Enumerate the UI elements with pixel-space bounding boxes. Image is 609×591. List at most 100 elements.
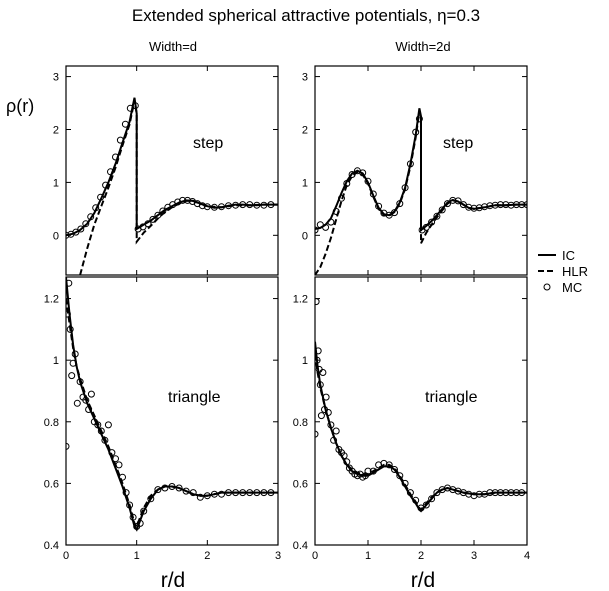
data-point-mc bbox=[154, 211, 162, 219]
data-point-mc bbox=[68, 372, 76, 380]
x-tick-label: 4 bbox=[524, 550, 530, 562]
data-point-mc bbox=[364, 467, 372, 475]
data-point-mc bbox=[97, 427, 105, 435]
data-point-mc bbox=[406, 160, 414, 168]
data-point-mc bbox=[406, 489, 414, 497]
panel-label-step-right: step bbox=[443, 135, 473, 152]
data-point-mc bbox=[112, 153, 119, 161]
data-point-mc bbox=[184, 196, 191, 204]
data-point-mc bbox=[369, 190, 377, 198]
panel-frame bbox=[65, 276, 279, 546]
data-point-mc bbox=[322, 223, 330, 231]
data-point-mc bbox=[232, 489, 240, 497]
panel-label: triangle bbox=[168, 389, 221, 406]
data-point-mc bbox=[438, 206, 446, 214]
panel-triangle-width-2d: 0.4 0.6 0.8 1 1.2 0 1 2 3 4 bbox=[293, 276, 530, 562]
panel-label-triangle-left: triangle bbox=[168, 389, 221, 406]
data-point-mc bbox=[239, 489, 247, 497]
data-point-mc bbox=[71, 350, 79, 358]
data-point-mc bbox=[475, 490, 483, 498]
data-point-mc bbox=[497, 201, 504, 209]
data-point-mc bbox=[121, 120, 129, 128]
data-point-mc bbox=[77, 225, 85, 233]
panel-frame bbox=[65, 65, 279, 276]
data-point-mc bbox=[115, 461, 123, 469]
data-point-mc bbox=[324, 409, 332, 416]
data-point-mc bbox=[449, 196, 457, 204]
legend-label-mc: MC bbox=[562, 280, 582, 295]
y-tick-label: 3 bbox=[53, 72, 59, 84]
data-point-mc bbox=[161, 484, 169, 492]
data-point-mc bbox=[139, 223, 147, 231]
data-point-mc bbox=[322, 393, 330, 401]
data-point-mc bbox=[315, 298, 320, 306]
data-point-mc bbox=[253, 201, 261, 209]
data-point-mc bbox=[136, 519, 144, 527]
data-point-mc bbox=[182, 487, 190, 495]
data-point-mc bbox=[332, 427, 340, 435]
data-point-mc bbox=[391, 466, 398, 473]
chart-title: Extended spherical attractive potentials… bbox=[132, 6, 480, 25]
x-tick-label: 3 bbox=[471, 550, 477, 562]
data-point-mc bbox=[518, 201, 526, 209]
data-point-mc bbox=[433, 489, 441, 497]
data-point-mc bbox=[73, 399, 81, 407]
data-point-mc bbox=[66, 310, 71, 318]
x-axis-label-left: r/d bbox=[161, 569, 186, 591]
legend-label-hlr: HLR bbox=[562, 264, 588, 279]
data-point-mc bbox=[332, 208, 340, 215]
data-point-mc bbox=[104, 421, 112, 429]
y-tick-label: 1 bbox=[302, 355, 308, 367]
series-line-ic bbox=[315, 341, 527, 513]
panel-label-triangle-right: triangle bbox=[425, 389, 478, 406]
data-point-mc bbox=[422, 223, 430, 231]
data-point-mc bbox=[417, 504, 425, 512]
data-point-mc bbox=[523, 201, 527, 209]
data-point-mc bbox=[72, 228, 80, 236]
data-point-mc bbox=[218, 203, 225, 211]
y-tick-label: 0.8 bbox=[293, 417, 308, 429]
data-point-mc bbox=[412, 128, 420, 136]
x-tick-label: 1 bbox=[134, 550, 140, 562]
data-point-mc bbox=[433, 212, 441, 220]
panel-label: triangle bbox=[425, 389, 478, 406]
data-point-mc bbox=[225, 489, 232, 497]
data-point-mc bbox=[507, 201, 515, 209]
data-point-mc bbox=[102, 181, 110, 189]
data-point-mc bbox=[210, 490, 218, 498]
data-point-mc bbox=[210, 203, 218, 211]
y-tick-label: 1.2 bbox=[44, 294, 59, 306]
data-point-mc bbox=[246, 201, 254, 209]
data-point-mc bbox=[82, 396, 90, 404]
x-tick-label: 0 bbox=[63, 550, 69, 562]
data-point-mc bbox=[327, 218, 335, 226]
data-point-mc bbox=[507, 489, 515, 497]
data-point-mc bbox=[218, 490, 225, 498]
data-point-mc bbox=[316, 221, 324, 229]
data-point-mc bbox=[87, 213, 95, 221]
data-point-mc bbox=[131, 102, 139, 110]
data-point-mc bbox=[246, 489, 254, 497]
data-point-mc bbox=[196, 493, 204, 501]
data-point-mc bbox=[108, 449, 116, 457]
data-point-mc bbox=[198, 202, 206, 210]
data-point-mc bbox=[475, 204, 483, 212]
plot-area bbox=[315, 298, 527, 513]
x-tick-label: 1 bbox=[365, 550, 371, 562]
data-point-mc bbox=[315, 430, 319, 438]
data-point-mc bbox=[459, 201, 467, 209]
data-point-mc bbox=[491, 201, 499, 209]
data-point-mc bbox=[267, 201, 275, 209]
panel-label-step-left: step bbox=[193, 135, 223, 152]
panel-triangle-width-d: 0.4 0.6 0.8 1 1.2 0 1 2 3 bbox=[44, 276, 281, 562]
data-point-mc bbox=[470, 204, 478, 212]
data-point-mc bbox=[107, 168, 114, 176]
x-tick-label: 3 bbox=[275, 550, 281, 562]
data-point-mc bbox=[154, 486, 162, 494]
column-title-right: Width=2d bbox=[395, 39, 450, 54]
y-tick-label: 2 bbox=[53, 124, 59, 136]
data-point-mc bbox=[179, 196, 187, 204]
y-tick-label: 1 bbox=[53, 177, 59, 189]
panel-step-width-2d: 0 1 2 3 bbox=[302, 65, 528, 276]
